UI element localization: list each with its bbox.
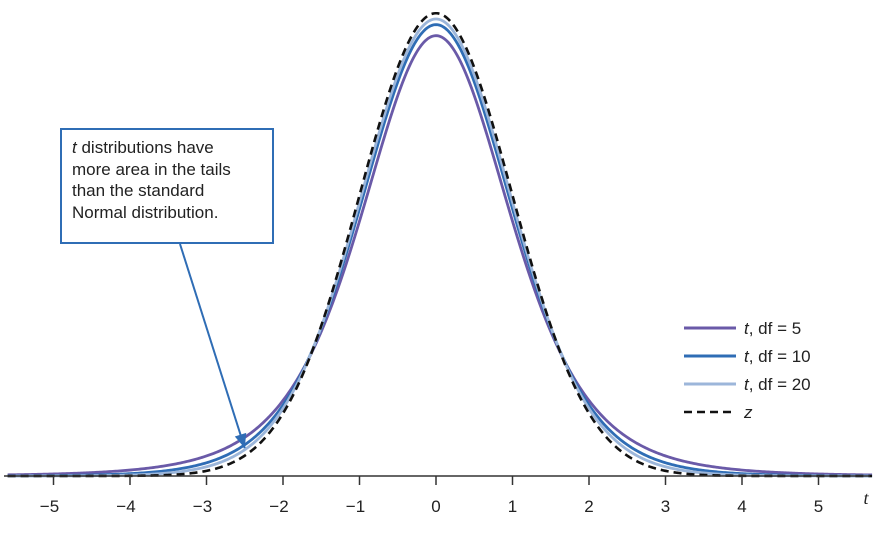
curve-z — [7, 11, 873, 478]
legend: t, df = 5 t, df = 10 t, df = 20 z — [684, 319, 811, 422]
annotation-italic-t: t — [72, 138, 77, 157]
x-tick-label: 0 — [431, 497, 440, 516]
curve-df-10 — [7, 23, 873, 478]
x-tick-label: −3 — [193, 497, 212, 516]
annotation-line-1: t distributions have — [72, 138, 214, 157]
legend-label: z — [743, 403, 753, 422]
annotation-line-2: more area in the tails — [72, 159, 231, 179]
legend-label: t, df = 5 — [744, 319, 801, 338]
x-tick-label: 5 — [814, 497, 823, 516]
x-tick-label: −1 — [346, 497, 365, 516]
x-axis-title: t — [863, 488, 869, 508]
x-tick-label: 2 — [584, 497, 593, 516]
x-tick-label: −4 — [116, 497, 135, 516]
x-tick-label: 1 — [508, 497, 517, 516]
annotation-arrow-shaft — [179, 243, 246, 449]
legend-label: t, df = 10 — [744, 347, 811, 366]
legend-label: t, df = 20 — [744, 375, 811, 394]
annotation-arrow — [179, 243, 247, 449]
x-tick-label: 3 — [661, 497, 670, 516]
annotation-line-3: than the standard — [72, 181, 205, 200]
curve-df-20 — [7, 17, 873, 478]
annotation-box: t distributions have more area in the ta… — [60, 128, 274, 244]
x-tick-label: 4 — [737, 497, 746, 516]
annotation-line-4: Normal distribution. — [72, 202, 219, 222]
x-tick-label: −5 — [40, 497, 59, 516]
x-tick-label: −2 — [269, 497, 288, 516]
density-curves — [7, 11, 873, 478]
x-axis-ticks: −5 −4 −3 −2 −1 0 1 2 3 4 5 — [40, 476, 823, 516]
curve-df-5 — [7, 34, 873, 477]
annotation-arrow-head — [234, 432, 247, 449]
